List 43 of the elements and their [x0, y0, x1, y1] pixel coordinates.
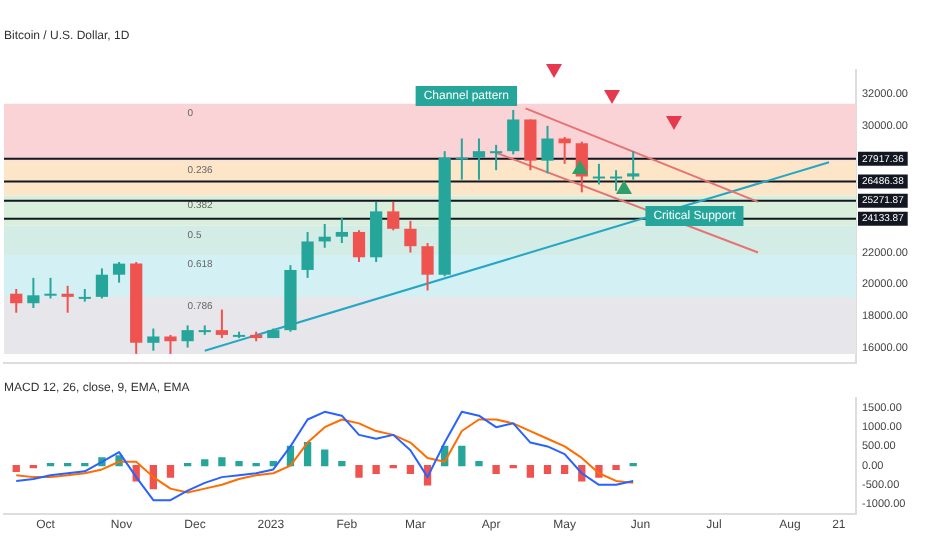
candlestick	[370, 200, 383, 264]
bar	[12, 464, 20, 473]
candlestick	[112, 261, 126, 284]
candlestick	[95, 267, 109, 300]
bar	[166, 464, 175, 478]
bar	[218, 457, 226, 467]
candlestick	[10, 287, 23, 314]
candlestick	[44, 276, 57, 300]
candlestick	[592, 162, 606, 186]
bar	[321, 449, 329, 467]
candlestick	[27, 276, 40, 309]
candlestick	[335, 216, 348, 245]
candlestick	[387, 200, 400, 232]
bar	[612, 464, 620, 471]
bar	[543, 464, 552, 474]
bar	[492, 464, 500, 474]
candlestick	[472, 137, 486, 181]
candlestick	[215, 308, 229, 340]
candlestick	[61, 284, 74, 314]
candlestick	[352, 229, 366, 264]
bar	[561, 464, 569, 474]
candlestick	[421, 242, 434, 292]
candlestick	[181, 324, 194, 349]
bar	[201, 459, 209, 467]
candlestick	[507, 109, 520, 156]
bar	[406, 464, 415, 474]
bar	[372, 464, 380, 474]
candlestick	[404, 219, 417, 254]
bar	[526, 464, 535, 478]
candlestick	[164, 333, 177, 355]
candlestick	[147, 327, 160, 352]
candlestick	[301, 230, 314, 279]
bar	[338, 461, 346, 467]
candlestick	[627, 150, 640, 181]
candlestick	[455, 137, 468, 181]
candlestick	[609, 169, 623, 192]
bar	[355, 464, 363, 478]
bar	[458, 445, 466, 467]
bar	[235, 461, 243, 467]
candlestick	[524, 118, 537, 172]
candlestick	[541, 124, 554, 175]
candlestick	[489, 143, 503, 172]
bar	[475, 461, 483, 467]
